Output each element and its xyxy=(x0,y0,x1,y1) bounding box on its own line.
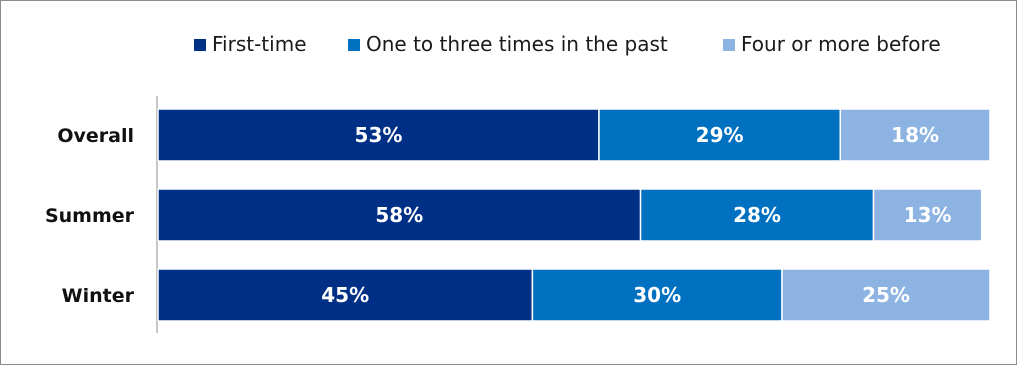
bar-summer-four-or-more-before xyxy=(872,188,983,242)
data-label-winter-one-to-three-times-in-the-past: 30% xyxy=(633,283,681,307)
data-label-summer-one-to-three-times-in-the-past: 28% xyxy=(733,203,781,227)
category-labels: Overall Summer Winter xyxy=(45,125,135,307)
legend: First-time One to three times in the past… xyxy=(194,32,941,56)
legend-label-one-to-three-times-in-the-past: One to three times in the past xyxy=(366,32,668,56)
data-label-overall-first-time: 53% xyxy=(355,123,403,147)
legend-swatch-four-or-more-before xyxy=(723,39,735,51)
bar-overall-one-to-three-times-in-the-past xyxy=(598,108,841,162)
legend-swatch-one-to-three-times-in-the-past xyxy=(348,39,360,51)
data-label-overall-one-to-three-times-in-the-past: 29% xyxy=(696,123,744,147)
category-label-winter: Winter xyxy=(62,285,135,307)
bars: 53% 29% 18% 58% 28% 13% 45% 30% 25% xyxy=(157,108,991,322)
bar-overall-four-or-more-before xyxy=(839,108,991,162)
data-label-summer-four-or-more-before: 13% xyxy=(904,203,952,227)
data-label-overall-four-or-more-before: 18% xyxy=(891,123,939,147)
category-label-overall: Overall xyxy=(57,125,134,147)
bar-winter-four-or-more-before xyxy=(781,268,991,322)
legend-swatch-first-time xyxy=(194,39,206,51)
legend-label-four-or-more-before: Four or more before xyxy=(741,32,941,56)
legend-label-first-time: First-time xyxy=(212,32,307,56)
category-label-summer: Summer xyxy=(45,205,135,227)
data-label-winter-four-or-more-before: 25% xyxy=(862,283,910,307)
data-label-summer-first-time: 58% xyxy=(375,203,423,227)
data-label-winter-first-time: 45% xyxy=(321,283,369,307)
